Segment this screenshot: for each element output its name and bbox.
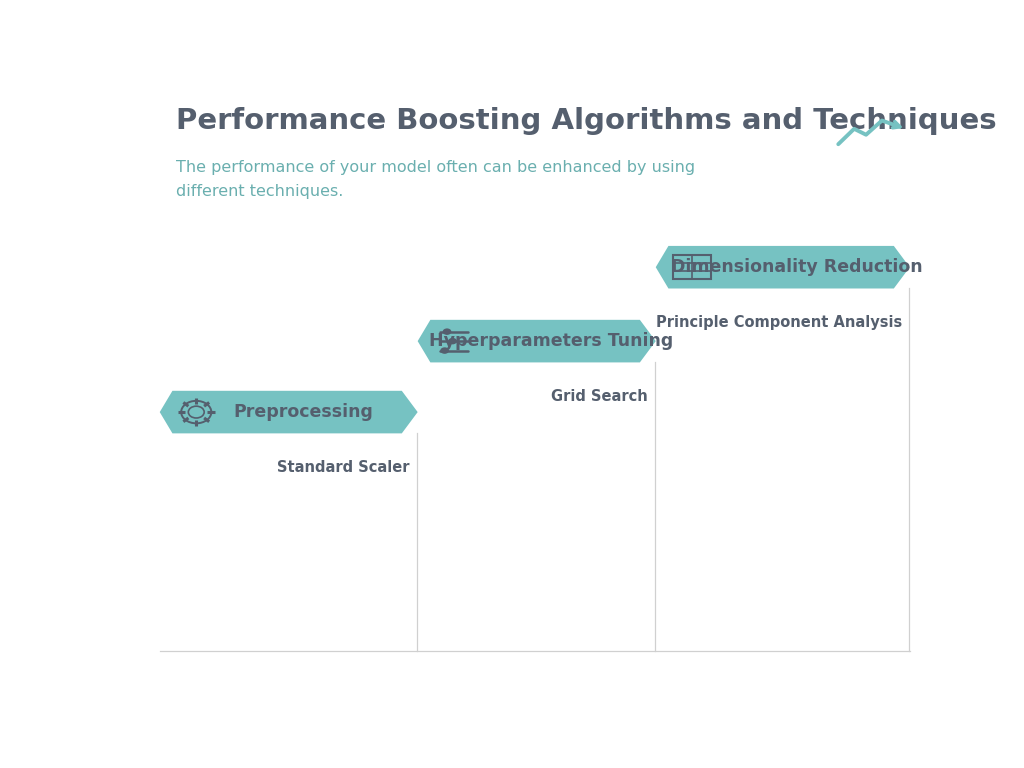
Text: Hyperparameters Tuning: Hyperparameters Tuning [429, 332, 673, 350]
Circle shape [440, 347, 449, 354]
Text: Performance Boosting Algorithms and Techniques: Performance Boosting Algorithms and Tech… [176, 107, 996, 135]
Bar [673, 256, 712, 279]
Text: The performance of your model often can be enhanced by using
different technique: The performance of your model often can … [176, 161, 694, 199]
Polygon shape [655, 246, 909, 289]
Text: Standard Scaler: Standard Scaler [278, 460, 410, 475]
Text: Dimensionality Reduction: Dimensionality Reduction [671, 258, 923, 276]
Text: Grid Search: Grid Search [551, 389, 648, 404]
Text: Preprocessing: Preprocessing [233, 403, 373, 421]
Circle shape [442, 329, 452, 335]
Circle shape [449, 338, 457, 344]
Polygon shape [160, 391, 418, 433]
Polygon shape [418, 319, 655, 362]
Text: Principle Component Analysis: Principle Component Analysis [655, 315, 902, 330]
